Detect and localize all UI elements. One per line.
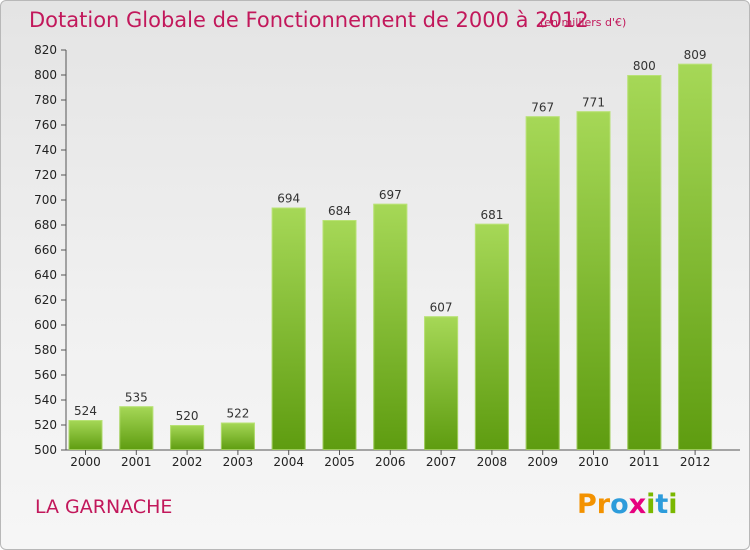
bar-2005 bbox=[322, 220, 357, 450]
bar-highlight bbox=[627, 75, 662, 450]
x-tick-label: 2003 bbox=[223, 455, 254, 469]
y-tick-label: 780 bbox=[34, 93, 57, 107]
chart-labels: 524 535 520 522 694 684 697 607 681 767 771 800 809 bbox=[74, 48, 707, 423]
y-tick-label: 520 bbox=[34, 418, 57, 432]
logo-letter: o bbox=[610, 489, 629, 520]
logo-letter: r bbox=[596, 489, 611, 520]
x-tick-label: 2001 bbox=[121, 455, 152, 469]
bar-highlight bbox=[678, 63, 713, 450]
bar-highlight bbox=[119, 406, 154, 450]
bar-2001 bbox=[119, 406, 154, 450]
bar-highlight bbox=[474, 223, 509, 450]
y-tick-label: 600 bbox=[34, 318, 57, 332]
bar-2008 bbox=[474, 223, 509, 450]
y-tick-label: 560 bbox=[34, 368, 57, 382]
x-tick-label: 2012 bbox=[680, 455, 711, 469]
x-tick-label: 2008 bbox=[477, 455, 508, 469]
value-label: 694 bbox=[277, 192, 300, 206]
logo-letter: P bbox=[577, 489, 597, 520]
bar-highlight bbox=[271, 207, 306, 450]
bar-2010 bbox=[576, 111, 611, 450]
value-label: 767 bbox=[531, 100, 554, 114]
bar-2007 bbox=[424, 316, 459, 450]
x-tick-label: 2006 bbox=[375, 455, 406, 469]
y-tick-label: 660 bbox=[34, 243, 57, 257]
bar-2000 bbox=[68, 420, 103, 450]
bar-highlight bbox=[373, 203, 408, 450]
x-tick-label: 2010 bbox=[578, 455, 609, 469]
value-label: 522 bbox=[226, 407, 249, 421]
y-tick-label: 700 bbox=[34, 193, 57, 207]
y-tick-label: 800 bbox=[34, 68, 57, 82]
value-label: 809 bbox=[684, 48, 707, 62]
bar-highlight bbox=[68, 420, 103, 450]
y-tick-label: 720 bbox=[34, 168, 57, 182]
bar-highlight bbox=[424, 316, 459, 450]
proxiti-logo: Proxiti bbox=[577, 489, 678, 520]
bar-2004 bbox=[271, 207, 306, 450]
value-label: 607 bbox=[430, 300, 453, 314]
value-label: 684 bbox=[328, 204, 351, 218]
logo-letter: x bbox=[628, 489, 647, 520]
logo-letter: i bbox=[646, 489, 656, 520]
chart-title: Dotation Globale de Fonctionnement de 20… bbox=[29, 8, 589, 32]
chart-bars bbox=[68, 63, 713, 450]
x-tick-label: 2007 bbox=[426, 455, 457, 469]
x-tick-label: 2011 bbox=[629, 455, 660, 469]
y-tick-label: 500 bbox=[34, 443, 57, 457]
value-label: 697 bbox=[379, 188, 402, 202]
bar-2012 bbox=[678, 63, 713, 450]
logo-letter: t bbox=[655, 489, 669, 520]
bar-highlight bbox=[525, 116, 560, 450]
bar-highlight bbox=[170, 425, 205, 450]
value-label: 800 bbox=[633, 59, 656, 73]
y-tick-label: 820 bbox=[34, 43, 57, 57]
value-label: 681 bbox=[480, 208, 503, 222]
value-label: 524 bbox=[74, 404, 97, 418]
y-tick-label: 640 bbox=[34, 268, 57, 282]
x-tick-label: 2004 bbox=[273, 455, 304, 469]
y-tick-label: 680 bbox=[34, 218, 57, 232]
bar-2009 bbox=[525, 116, 560, 450]
chart-subtitle: (en milliers d'€) bbox=[540, 16, 627, 29]
value-label: 535 bbox=[125, 390, 148, 404]
y-tick-label: 580 bbox=[34, 343, 57, 357]
y-tick-label: 620 bbox=[34, 293, 57, 307]
x-tick-label: 2002 bbox=[172, 455, 203, 469]
logo-letter: i bbox=[668, 489, 678, 520]
value-label: 520 bbox=[176, 409, 199, 423]
y-tick-label: 540 bbox=[34, 393, 57, 407]
value-label: 771 bbox=[582, 95, 605, 109]
bar-2006 bbox=[373, 203, 408, 450]
bar-highlight bbox=[576, 111, 611, 450]
x-tick-label: 2000 bbox=[70, 455, 101, 469]
bar-2011 bbox=[627, 75, 662, 450]
bar-highlight bbox=[220, 422, 255, 450]
y-tick-label: 760 bbox=[34, 118, 57, 132]
y-tick-label: 740 bbox=[34, 143, 57, 157]
bar-2002 bbox=[170, 425, 205, 450]
x-tick-label: 2009 bbox=[527, 455, 558, 469]
x-tick-label: 2005 bbox=[324, 455, 355, 469]
bar-2003 bbox=[220, 422, 255, 450]
bar-highlight bbox=[322, 220, 357, 450]
location-name: LA GARNACHE bbox=[35, 496, 173, 518]
